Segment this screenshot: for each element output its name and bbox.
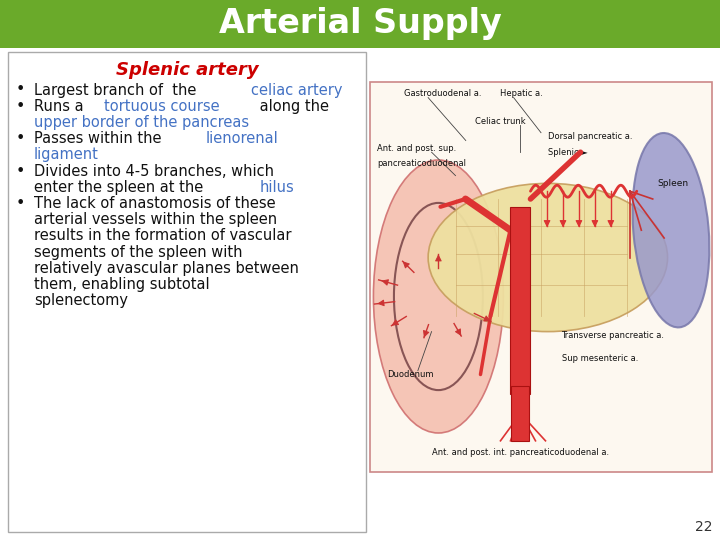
Text: Runs a: Runs a — [34, 99, 89, 114]
Text: segments of the spleen with: segments of the spleen with — [34, 245, 243, 260]
Text: hilus: hilus — [260, 180, 294, 195]
Text: along the: along the — [255, 99, 328, 114]
Text: Arterial Supply: Arterial Supply — [219, 8, 501, 40]
Text: Spleen: Spleen — [657, 179, 688, 188]
Text: Largest branch of  the: Largest branch of the — [34, 83, 201, 98]
Text: results in the formation of vascular: results in the formation of vascular — [34, 228, 292, 244]
Text: Transverse pancreatic a.: Transverse pancreatic a. — [562, 331, 665, 340]
Bar — [510, 207, 531, 394]
Text: splenectomy: splenectomy — [34, 293, 128, 308]
Text: enter the spleen at the: enter the spleen at the — [34, 180, 208, 195]
Text: •: • — [16, 164, 25, 179]
Text: 22: 22 — [695, 520, 712, 534]
FancyBboxPatch shape — [8, 52, 366, 532]
Text: Divides into 4-5 branches, which: Divides into 4-5 branches, which — [34, 164, 274, 179]
Text: •: • — [16, 83, 25, 98]
Text: Splenic ►: Splenic ► — [548, 148, 588, 157]
Text: Hepatic a.: Hepatic a. — [500, 89, 543, 98]
Text: tortuous course: tortuous course — [104, 99, 220, 114]
Text: •: • — [16, 131, 25, 146]
Text: upper border of the pancreas: upper border of the pancreas — [34, 115, 249, 130]
Text: Splenic artery: Splenic artery — [116, 61, 258, 79]
Text: Duodenum: Duodenum — [387, 370, 433, 379]
Text: Sup mesenteric a.: Sup mesenteric a. — [562, 354, 638, 363]
Text: •: • — [16, 99, 25, 114]
Text: Ant. and post. sup.: Ant. and post. sup. — [377, 144, 456, 153]
Text: Ant. and post. int. pancreaticoduodenal a.: Ant. and post. int. pancreaticoduodenal … — [431, 448, 608, 457]
Text: them, enabling subtotal: them, enabling subtotal — [34, 277, 210, 292]
Ellipse shape — [633, 133, 709, 327]
Text: relatively avascular planes between: relatively avascular planes between — [34, 261, 299, 276]
Text: •: • — [16, 196, 25, 211]
Bar — [511, 386, 529, 441]
Text: The lack of anastomosis of these: The lack of anastomosis of these — [34, 196, 276, 211]
Ellipse shape — [428, 184, 667, 332]
Text: celiac artery: celiac artery — [251, 83, 343, 98]
Text: pancreaticoduodenal: pancreaticoduodenal — [377, 159, 466, 168]
Text: ligament: ligament — [34, 147, 99, 163]
Ellipse shape — [374, 160, 503, 433]
Text: Passes within the: Passes within the — [34, 131, 166, 146]
Text: lienorenal: lienorenal — [206, 131, 279, 146]
Bar — [0, 0, 720, 48]
Text: Gastroduodenal a.: Gastroduodenal a. — [404, 89, 482, 98]
Text: Celiac trunk: Celiac trunk — [474, 117, 526, 125]
Text: arterial vessels within the spleen: arterial vessels within the spleen — [34, 212, 277, 227]
Text: Dorsal pancreatic a.: Dorsal pancreatic a. — [548, 132, 632, 141]
FancyBboxPatch shape — [370, 82, 712, 472]
